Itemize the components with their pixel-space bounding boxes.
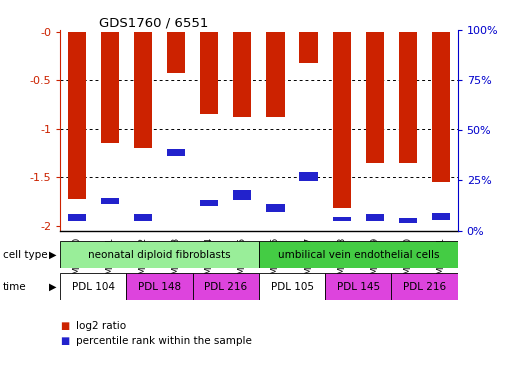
Bar xyxy=(300,171,317,181)
Bar xyxy=(399,218,417,223)
Bar xyxy=(134,214,152,221)
Bar xyxy=(134,32,152,148)
Bar xyxy=(432,32,450,182)
Text: log2 ratio: log2 ratio xyxy=(76,321,126,331)
Bar xyxy=(167,149,185,156)
Bar xyxy=(101,32,119,143)
Text: PDL 104: PDL 104 xyxy=(72,282,115,291)
Text: PDL 148: PDL 148 xyxy=(138,282,181,291)
Bar xyxy=(325,273,391,300)
Text: PDL 105: PDL 105 xyxy=(270,282,313,291)
Bar xyxy=(266,204,285,212)
Text: ▶: ▶ xyxy=(49,282,56,291)
Text: PDL 216: PDL 216 xyxy=(204,282,247,291)
Bar xyxy=(192,273,259,300)
Bar xyxy=(167,32,185,73)
Bar xyxy=(399,32,417,163)
Bar xyxy=(366,214,384,221)
Bar xyxy=(67,214,86,221)
Bar xyxy=(127,273,192,300)
Bar xyxy=(333,32,351,208)
Bar xyxy=(200,200,218,206)
Bar xyxy=(259,273,325,300)
Text: ■: ■ xyxy=(60,336,70,346)
Bar xyxy=(233,190,252,200)
Bar xyxy=(67,32,86,199)
Text: time: time xyxy=(3,282,26,291)
Bar xyxy=(391,273,458,300)
Text: PDL 216: PDL 216 xyxy=(403,282,446,291)
Bar xyxy=(333,217,351,221)
Text: neonatal diploid fibroblasts: neonatal diploid fibroblasts xyxy=(88,250,231,259)
Bar xyxy=(200,32,218,114)
Text: GDS1760 / 6551: GDS1760 / 6551 xyxy=(99,17,209,30)
Bar xyxy=(60,273,127,300)
Text: ▶: ▶ xyxy=(49,250,56,260)
Bar xyxy=(60,241,259,268)
Text: umbilical vein endothelial cells: umbilical vein endothelial cells xyxy=(278,250,439,259)
Text: cell type: cell type xyxy=(3,250,47,260)
Text: PDL 145: PDL 145 xyxy=(337,282,380,291)
Bar xyxy=(300,32,317,63)
Text: percentile rank within the sample: percentile rank within the sample xyxy=(76,336,252,346)
Bar xyxy=(366,32,384,163)
Bar xyxy=(432,213,450,220)
Text: ■: ■ xyxy=(60,321,70,331)
Bar xyxy=(233,32,252,117)
Bar xyxy=(266,32,285,117)
Bar xyxy=(101,198,119,204)
Bar xyxy=(259,241,458,268)
